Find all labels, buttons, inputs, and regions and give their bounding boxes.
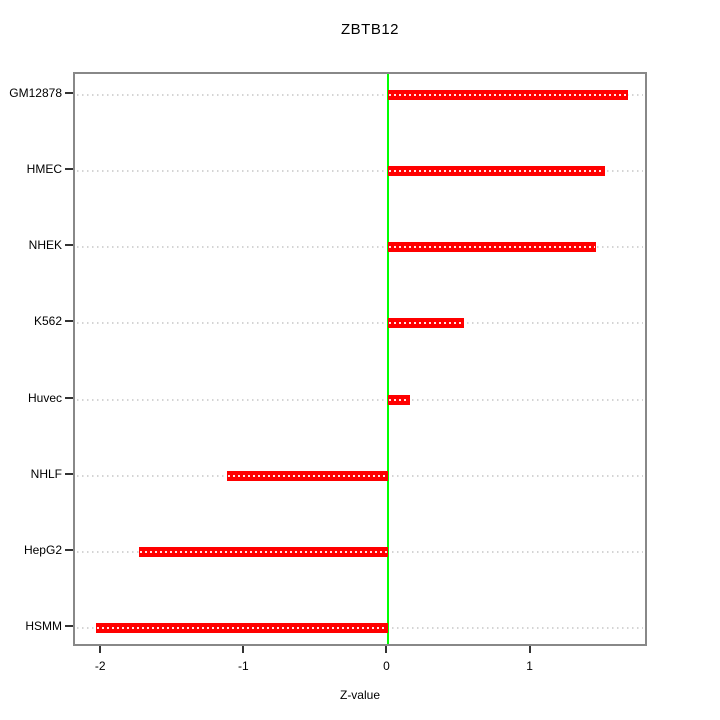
x-tick	[385, 646, 388, 653]
bar-dash-pattern	[389, 246, 596, 249]
bar-dash-pattern	[140, 550, 388, 553]
x-tick	[242, 646, 245, 653]
y-axis-label: K562	[33, 314, 62, 329]
y-tick	[65, 472, 73, 475]
x-tick-label: -2	[94, 659, 106, 673]
y-axis-label: NHEK	[28, 238, 62, 253]
bar-nhlf	[226, 470, 389, 481]
y-tick	[65, 320, 73, 323]
x-axis-title: Z-value	[339, 688, 380, 702]
grid-guide-line	[77, 170, 643, 173]
bar-huvec	[388, 394, 410, 405]
x-tick	[528, 646, 531, 653]
y-axis-label: HSMM	[25, 618, 62, 633]
grid-guide-line	[77, 94, 643, 97]
x-tick-label: 1	[526, 659, 533, 673]
y-tick	[65, 548, 73, 551]
bar-dash-pattern	[227, 474, 388, 477]
x-tick-label: 0	[383, 659, 390, 673]
bar-nhek	[388, 242, 597, 253]
bar-dash-pattern	[389, 322, 464, 325]
bar-hsmm	[96, 622, 389, 633]
y-tick	[65, 168, 73, 171]
x-tick-label: -1	[237, 659, 249, 673]
bar-dash-pattern	[97, 626, 388, 629]
y-tick	[65, 244, 73, 247]
grid-guide-line	[77, 398, 643, 401]
plot-area	[73, 72, 647, 646]
y-tick	[65, 92, 73, 95]
grid-guide-line	[77, 322, 643, 325]
bar-dash-pattern	[389, 398, 409, 401]
zero-baseline	[387, 74, 390, 644]
y-axis-label: GM12878	[9, 86, 62, 101]
bar-gm12878	[388, 90, 628, 101]
x-tick	[99, 646, 102, 653]
grid-guide-line	[77, 246, 643, 249]
bar-hepg2	[139, 546, 389, 557]
bar-dash-pattern	[389, 170, 604, 173]
y-axis-label: NHLF	[30, 466, 62, 481]
bar-dash-pattern	[389, 94, 627, 97]
y-tick	[65, 624, 73, 627]
y-axis-label: HepG2	[23, 542, 62, 557]
y-axis-label: Huvec	[27, 390, 62, 405]
bar-k562	[388, 318, 465, 329]
y-axis-label: HMEC	[26, 162, 62, 177]
bar-hmec	[388, 166, 605, 177]
y-tick	[65, 396, 73, 399]
chart-title: ZBTB12	[340, 21, 400, 38]
